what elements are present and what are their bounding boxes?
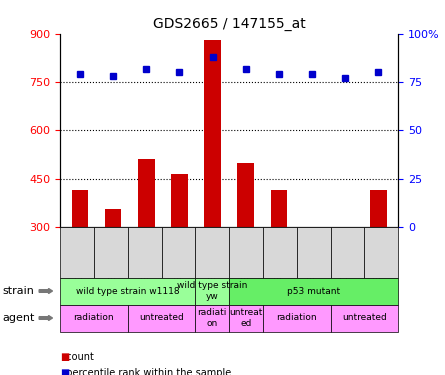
Bar xyxy=(105,209,121,227)
Bar xyxy=(204,40,221,227)
Text: percentile rank within the sample: percentile rank within the sample xyxy=(60,368,231,375)
Text: wild type strain w1118: wild type strain w1118 xyxy=(76,286,179,296)
Text: wild type strain
yw: wild type strain yw xyxy=(177,281,247,301)
Bar xyxy=(171,174,188,227)
Bar xyxy=(304,227,320,232)
Text: untreat
ed: untreat ed xyxy=(230,308,263,328)
Text: radiation: radiation xyxy=(73,314,114,322)
Bar xyxy=(370,190,387,227)
Text: count: count xyxy=(60,352,94,362)
Title: GDS2665 / 147155_at: GDS2665 / 147155_at xyxy=(153,17,306,32)
Text: untreated: untreated xyxy=(342,314,387,322)
Text: radiati
on: radiati on xyxy=(198,308,227,328)
Bar xyxy=(337,227,353,238)
Bar xyxy=(72,190,88,227)
Text: ■: ■ xyxy=(60,352,69,362)
Bar xyxy=(271,190,287,227)
Bar xyxy=(238,162,254,227)
Text: untreated: untreated xyxy=(139,314,184,322)
Text: radiation: radiation xyxy=(276,314,317,322)
Text: ■: ■ xyxy=(60,368,69,375)
Text: strain: strain xyxy=(2,286,34,296)
Text: agent: agent xyxy=(2,313,35,323)
Bar xyxy=(138,159,154,227)
Text: p53 mutant: p53 mutant xyxy=(287,286,340,296)
